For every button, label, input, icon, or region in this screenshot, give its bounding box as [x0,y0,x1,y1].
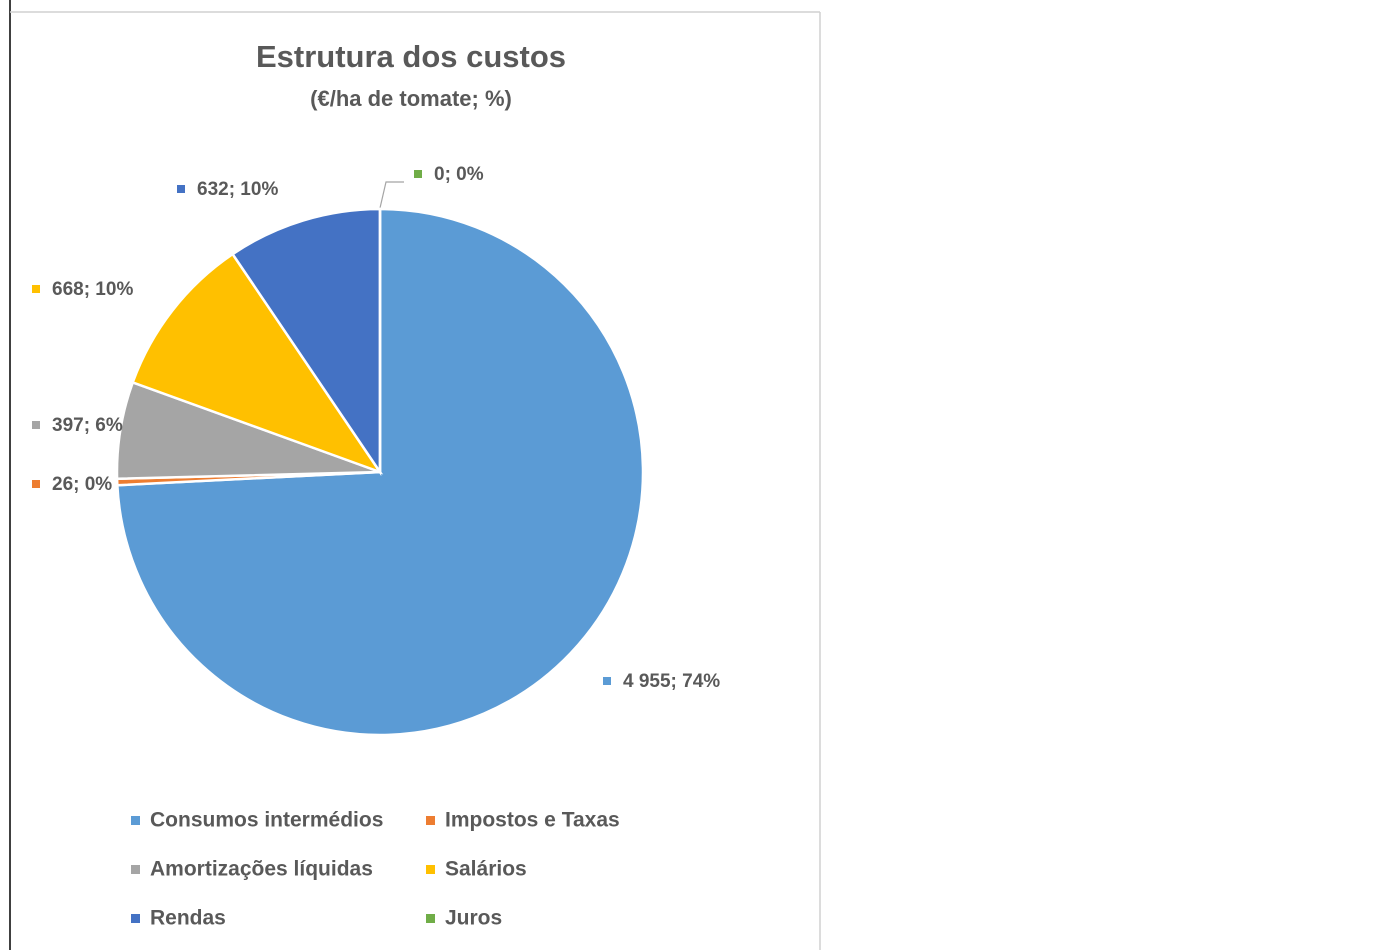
data-label: 0; 0% [434,164,484,185]
label-marker [177,185,185,193]
legend-marker [426,865,435,874]
data-label: 4 955; 74% [623,671,720,692]
data-label: 397; 6% [52,415,123,436]
label-marker [32,480,40,488]
data-label: 632; 10% [197,179,278,200]
legend-marker [131,865,140,874]
pie-slice [131,252,384,475]
data-label: 26; 0% [52,474,112,495]
legend-marker [131,914,140,923]
legend-label: Juros [445,907,502,930]
legend-marker [131,816,140,825]
chart-title: Estrutura dos custos [256,39,566,74]
legend-marker [426,914,435,923]
pie-slice [230,207,382,477]
data-label: 668; 10% [52,279,133,300]
label-marker [32,285,40,293]
legend-label: Rendas [150,907,226,930]
legend-label: Consumos intermédios [150,809,383,832]
legend-marker [426,816,435,825]
leader-line [379,181,404,209]
chart-subtitle: (€/ha de tomate; %) [310,86,512,111]
label-marker [414,170,422,178]
legend-label: Amortizações líquidas [150,858,373,881]
legend-label: Salários [445,858,527,881]
label-marker [32,421,40,429]
legend-label: Impostos e Taxas [445,809,620,832]
label-marker [603,677,611,685]
